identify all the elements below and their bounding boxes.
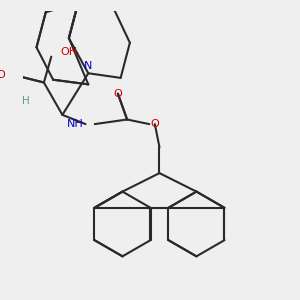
Text: O: O xyxy=(113,88,122,99)
Text: N: N xyxy=(84,61,92,71)
Text: O: O xyxy=(151,119,159,129)
Text: O: O xyxy=(0,70,5,80)
Text: NH: NH xyxy=(67,119,84,129)
Text: H: H xyxy=(22,96,29,106)
Text: OH: OH xyxy=(61,47,78,57)
